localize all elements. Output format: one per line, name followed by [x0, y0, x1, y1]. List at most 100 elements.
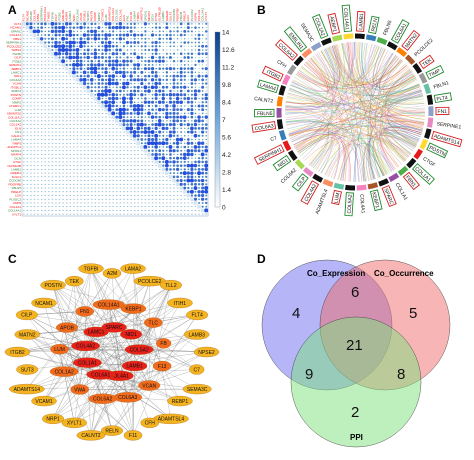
heatmap-col-label: CTSK [154, 13, 158, 21]
svg-text:TLC: TLC [149, 320, 159, 326]
network-node: F13 [152, 360, 172, 372]
circos-gene-label: CTGF [422, 156, 437, 169]
svg-text:CFH: CFH [276, 59, 288, 70]
network-node: FN1 [75, 306, 94, 317]
heatmap-row-label: DCN [15, 156, 22, 160]
heatmap-row-label: COL11A1 [8, 115, 21, 119]
panel-c: C LAMB1 COL4A1 COL6A1 COL1A1 COL4A2 LAMC1 SPAR… [0, 240, 237, 460]
heatmap-col-label: FBN1 [36, 13, 40, 21]
svg-text:FLT4: FLT4 [436, 95, 448, 103]
heatmap-col-label: LAMB1 [161, 11, 165, 21]
svg-text:KEBP1: KEBP1 [125, 306, 141, 312]
colorbar-tick: 12.6 [222, 47, 235, 54]
svg-text:FBLN1: FBLN1 [433, 80, 450, 91]
svg-text:CFH: CFH [145, 421, 156, 427]
svg-text:NID1: NID1 [125, 332, 137, 338]
svg-text:KEBP1: KEBP1 [370, 192, 380, 209]
circos-gene-label: KEBP1 [369, 189, 383, 212]
network-node: CILP [15, 309, 38, 321]
heatmap-col-label: SULF1 [168, 11, 172, 21]
network-node: FB [156, 338, 172, 349]
svg-text:TLL2: TLL2 [165, 283, 177, 289]
svg-text:TIMP: TIMP [428, 68, 442, 79]
heatmap-col-label: ITGB2 [57, 12, 61, 21]
circos-gene-label: COL1A2 [312, 13, 329, 39]
svg-text:FN1: FN1 [437, 109, 447, 115]
network-node: NID1 [120, 329, 143, 340]
heatmap-col-label: XYLT1 [204, 12, 208, 21]
heatmap-row-label: COL4A1 [9, 33, 21, 37]
venn-diagram: Co_Expression Co_Occurrence PPI 4 6 5 21… [261, 259, 451, 448]
svg-text:RELN: RELN [370, 18, 379, 33]
network-node: NPSE2 [193, 346, 220, 358]
ppi-network: LAMB1COL4A1COL6A1COL1A1COL4A2LAMC1SPARCN… [4, 263, 220, 441]
heatmap-row-label: LAMC1 [11, 70, 21, 74]
network-node: LAMA2 [120, 263, 146, 274]
circos-gene-label: PCOLCE2 [413, 37, 434, 58]
heatmap-col-label: DCN [150, 15, 154, 22]
network-node: FLT4 [186, 309, 209, 321]
svg-text:NRP1: NRP1 [46, 417, 60, 423]
circos-ring [276, 33, 434, 191]
svg-text:COL5A2: COL5A2 [130, 347, 149, 353]
circos-gene-label: COL5A2 [344, 192, 354, 217]
colorbar-tick: 5.6 [222, 135, 231, 142]
heatmap-col-label: PCOLCE2 [43, 7, 47, 21]
heatmap-row-label: COL5A2 [9, 119, 21, 123]
svg-text:VWA: VWA [74, 387, 86, 393]
network-node: XYLT1 [61, 417, 87, 429]
network-node: CFH [140, 417, 159, 429]
venn-set-label-co-expression: Co_Expression [307, 269, 365, 278]
circos-gene-label: SPARC [381, 185, 397, 208]
svg-text:SERPINE1: SERPINE1 [436, 121, 462, 130]
svg-text:LAMC1: LAMC1 [88, 330, 105, 336]
svg-text:MATN2: MATN2 [19, 332, 36, 338]
heatmap-col-label: EMILIN1 [61, 9, 65, 21]
svg-text:REBP1: REBP1 [172, 399, 189, 405]
svg-text:CTGF: CTGF [422, 156, 437, 169]
network-node: MATN2 [14, 329, 40, 340]
circos-chords [284, 41, 426, 183]
svg-text:AEBP1: AEBP1 [328, 16, 338, 33]
circos-gene-label: LAMB1 [356, 10, 366, 32]
heatmap-col-label: LAMC1 [68, 11, 72, 21]
heatmap-col-label: FBLN5 [179, 11, 183, 21]
venn-count-expression-ppi: 9 [305, 366, 313, 383]
svg-text:LAMA2: LAMA2 [125, 266, 142, 272]
network-node: REBP1 [167, 395, 193, 407]
heatmap-row-label: CALD1 [11, 134, 21, 138]
heatmap-col-label: CALD1 [129, 11, 133, 21]
colorbar-tick: 14 [222, 30, 230, 37]
heatmap-row-label: VCAN [13, 82, 21, 86]
heatmap-row-label: ITGBL1 [11, 85, 22, 89]
heatmap-row-label: XYLT1 [12, 212, 21, 216]
network-node: COL1A2 [49, 366, 79, 377]
circos-plot: LAMB1 RELN FBLN5 COL6A1MATN2PCOLCE2TEKTIMPF… [251, 4, 463, 217]
heatmap-col-label: NID1 [72, 14, 76, 21]
heatmap-row-label: THBS1 [11, 48, 21, 52]
network-node: KEBP1 [120, 303, 147, 314]
heatmap-col-label: ADAMTS2 [108, 6, 112, 21]
network-node: ITIH1 [167, 297, 193, 309]
network-node: VWA [70, 384, 89, 395]
heatmap-row-label: NID1 [14, 74, 21, 78]
circos-gene-label: ADAMTSL4 [315, 188, 330, 215]
network-node: COL4A2 [71, 340, 100, 352]
svg-text:SPARC: SPARC [106, 325, 123, 331]
svg-text:RELN: RELN [105, 428, 119, 434]
svg-text:XYLT1: XYLT1 [67, 421, 82, 427]
heatmap-col-label: COMP [93, 12, 97, 21]
heatmap-row-label: SPARC [11, 29, 22, 33]
heatmap-row-label: PRELP [11, 190, 21, 194]
heatmap-row-label: PDGFRB [8, 182, 21, 186]
circos-gene-label: FBLN5 [254, 108, 275, 118]
circos-gene-label: MATN2 [401, 29, 421, 51]
heatmap-row-label: SULF1 [12, 175, 22, 179]
network-node: COL6A1 [86, 369, 116, 380]
circos-gene-label: TEK [418, 54, 435, 70]
heatmap-row-label: GREM1 [10, 171, 21, 175]
heatmap-row-label: LAMA4 [11, 138, 21, 142]
heatmap-col-label: COL4A1 [32, 9, 36, 21]
heatmap-col-label: NCAM1 [25, 10, 29, 21]
